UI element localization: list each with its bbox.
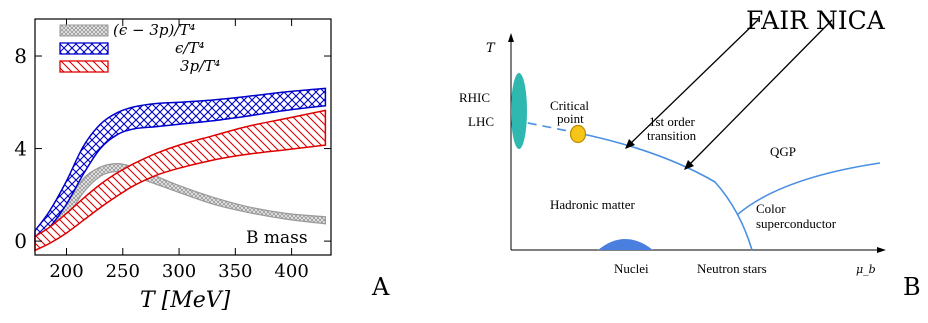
band-pressure: [34, 109, 327, 252]
label-critical-point-2: point: [557, 111, 584, 126]
x-axis-label: T [MeV]: [140, 288, 231, 313]
plot-frame: [34, 18, 332, 256]
legend-swatch-blue: [59, 42, 109, 55]
first-order-line: [577, 132, 753, 251]
critical-point-marker: [569, 124, 587, 144]
axis-label-t: T: [486, 41, 496, 56]
x-axis-arrow: [877, 247, 886, 253]
nica-arrow-line: [689, 19, 833, 165]
annotation-b-mass: B mass: [246, 228, 308, 248]
rhic-lhc-ellipse: [511, 73, 527, 149]
x-tick-label: 200: [49, 261, 83, 282]
panel-label-a: A: [371, 273, 390, 301]
label-first-order-2: transition: [647, 128, 697, 143]
x-tick-label: 350: [218, 261, 252, 282]
label-hadronic-matter: Hadronic matter: [550, 197, 635, 212]
panel-b-phase-diagram: T μ_b FAIR NICA RHIC LHC Critical point …: [459, 6, 921, 301]
label-critical-point-1: Critical: [550, 98, 589, 113]
label-rhic: RHIC: [459, 90, 490, 105]
y-tick-label: 8: [14, 44, 27, 68]
label-neutron-stars: Neutron stars: [697, 261, 767, 276]
y-tick-label: 4: [14, 137, 27, 161]
band-trace-anomaly: [34, 162, 326, 252]
label-color-sc-2: superconductor: [756, 216, 837, 231]
label-color-sc-1: Color: [756, 201, 786, 216]
label-nuclei: Nuclei: [614, 261, 649, 276]
y-tick-label: 0: [14, 229, 27, 253]
nuclei-blob: [598, 239, 653, 250]
color-sc-line: [736, 162, 881, 216]
panel-label-b: B: [903, 273, 921, 301]
x-tick-label: 400: [274, 261, 308, 282]
panel-a-chart: 200 250 300 350 400 0 4 8 (ϵ − 3p)/T⁴ ϵ/T⁴ 3p/T…: [14, 18, 390, 313]
y-axis-arrow: [508, 33, 514, 42]
x-tick-label: 250: [106, 261, 140, 282]
label-qgp: QGP: [770, 144, 796, 159]
legend-swatch-grey: [59, 24, 109, 37]
crossover-line: [512, 119, 579, 134]
legend-label-energy: ϵ/T⁴: [175, 39, 204, 57]
legend-label-pressure: 3p/T⁴: [180, 57, 220, 75]
axis-label-mu-b: μ_b: [856, 263, 876, 276]
label-lhc: LHC: [468, 114, 494, 129]
header-fair-nica: FAIR NICA: [746, 6, 886, 35]
ticks-layer: 200 250 300 350 400 0 4 8: [14, 19, 331, 282]
band-energy-density: [34, 87, 327, 243]
legend-swatch-red: [59, 60, 109, 73]
x-tick-label: 300: [162, 261, 196, 282]
fair-arrow-line: [629, 19, 759, 145]
fair-arrow-head: [625, 139, 635, 149]
chart-bands: [34, 87, 327, 252]
label-first-order-1: 1st order: [649, 114, 696, 129]
nica-arrow-head: [684, 160, 694, 170]
legend-label-trace-anomaly: (ϵ − 3p)/T⁴: [113, 21, 195, 39]
